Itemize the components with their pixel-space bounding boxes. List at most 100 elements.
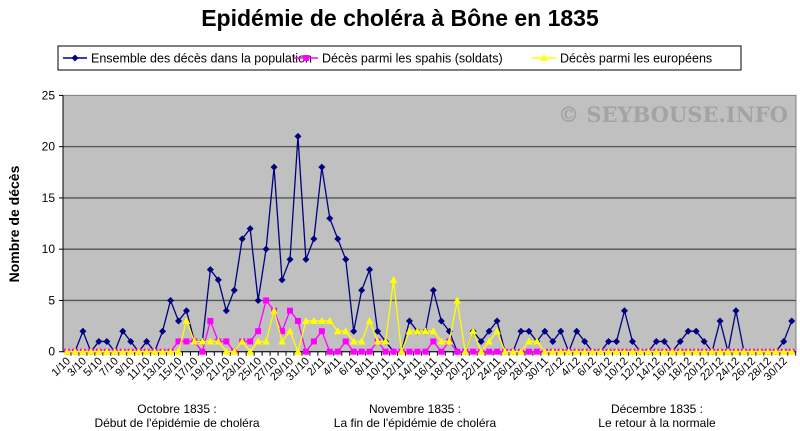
- data-point: [374, 327, 382, 335]
- data-point: [150, 347, 159, 355]
- data-point: [270, 163, 278, 171]
- data-point: [732, 307, 740, 315]
- y-tick-label: 20: [42, 140, 56, 154]
- data-point: [342, 338, 349, 345]
- data-point: [564, 347, 573, 355]
- data-point: [437, 337, 446, 345]
- data-point: [238, 337, 247, 345]
- annotation-text: La fin de l'épidémie de choléra: [334, 416, 497, 430]
- data-point: [302, 316, 310, 324]
- data-point: [158, 347, 167, 355]
- legend-marker-triangle: [540, 54, 548, 61]
- data-point: [716, 317, 724, 325]
- data-point: [454, 348, 461, 355]
- data-point: [134, 347, 143, 355]
- data-point: [358, 348, 365, 355]
- data-point: [421, 327, 430, 335]
- data-point: [126, 347, 135, 355]
- data-point: [182, 316, 191, 324]
- data-point: [596, 347, 605, 355]
- data-point: [143, 337, 151, 345]
- annotation-heading: Novembre 1835 :: [369, 402, 461, 416]
- data-point: [302, 348, 309, 355]
- data-point: [382, 348, 389, 355]
- data-point: [613, 337, 621, 345]
- data-point: [414, 348, 421, 355]
- data-point: [612, 347, 621, 355]
- data-point: [294, 132, 302, 140]
- data-point: [279, 328, 286, 335]
- data-point: [756, 347, 764, 355]
- data-point: [199, 348, 206, 355]
- data-point: [214, 337, 223, 345]
- data-point: [549, 337, 557, 345]
- data-point: [278, 276, 286, 284]
- data-point: [278, 337, 286, 345]
- data-point: [206, 337, 215, 345]
- legend-label: Décès parmi les spahis (soldats): [322, 52, 503, 66]
- data-point: [365, 316, 374, 324]
- data-point: [389, 275, 398, 283]
- data-point: [63, 347, 71, 355]
- data-point: [533, 337, 541, 345]
- data-point: [470, 348, 477, 355]
- data-point: [270, 306, 278, 314]
- data-point: [517, 327, 525, 335]
- data-point: [676, 337, 684, 345]
- data-point: [214, 276, 222, 284]
- data-point: [588, 347, 597, 355]
- data-point: [724, 347, 732, 355]
- data-point: [692, 347, 700, 355]
- data-point: [230, 347, 239, 355]
- data-point: [326, 316, 334, 324]
- data-point: [779, 347, 788, 355]
- data-point: [350, 348, 357, 355]
- data-point: [780, 337, 788, 345]
- data-point: [183, 338, 190, 345]
- data-point: [110, 347, 119, 355]
- data-point: [366, 266, 374, 274]
- data-point: [660, 347, 669, 355]
- data-point: [620, 307, 628, 315]
- data-point: [445, 337, 454, 345]
- data-point: [190, 337, 199, 345]
- data-point: [174, 317, 182, 325]
- data-point: [628, 347, 637, 355]
- data-point: [302, 255, 310, 263]
- data-point: [748, 347, 756, 355]
- data-point: [700, 337, 708, 345]
- data-point: [159, 327, 167, 335]
- data-point: [255, 328, 262, 335]
- data-point: [119, 327, 127, 335]
- data-point: [182, 307, 190, 315]
- data-point: [572, 347, 581, 355]
- data-point: [405, 317, 413, 325]
- data-point: [525, 348, 532, 355]
- y-tick-label: 15: [42, 191, 56, 205]
- data-point: [541, 347, 549, 355]
- data-point: [294, 317, 301, 324]
- data-point: [652, 337, 660, 345]
- y-tick-label: 10: [42, 242, 56, 256]
- data-point: [246, 347, 254, 355]
- data-point: [222, 307, 230, 315]
- data-point: [79, 327, 87, 335]
- data-point: [373, 337, 382, 345]
- data-point: [118, 347, 127, 355]
- data-point: [71, 347, 79, 355]
- data-point: [318, 163, 326, 171]
- legend-label: Décès parmi les européens: [560, 52, 712, 66]
- data-point: [700, 347, 708, 355]
- data-point: [549, 347, 557, 355]
- data-point: [349, 337, 358, 345]
- data-point: [142, 347, 151, 355]
- data-point: [644, 347, 653, 355]
- data-point: [254, 296, 262, 304]
- data-point: [127, 337, 135, 345]
- data-point: [263, 297, 270, 304]
- data-point: [381, 337, 390, 345]
- data-point: [79, 347, 87, 355]
- data-point: [95, 347, 103, 355]
- y-tick-label: 0: [48, 345, 55, 359]
- data-point: [517, 347, 525, 355]
